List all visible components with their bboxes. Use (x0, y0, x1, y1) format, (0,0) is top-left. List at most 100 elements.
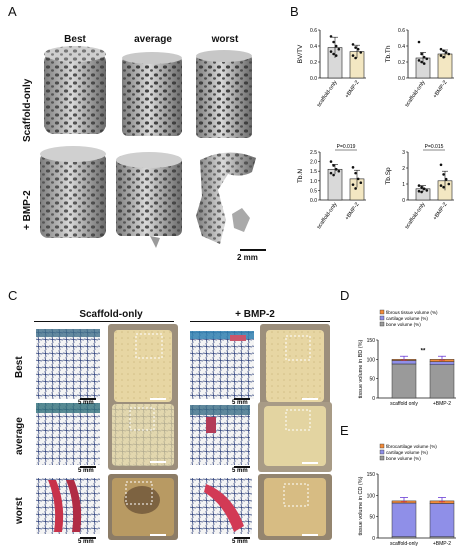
data-point-tbth-0 (422, 55, 426, 59)
y-tick-label-D: 50 (369, 377, 375, 383)
data-point-bvtv-0 (334, 44, 338, 48)
legend-label-E: cartilage volume (%) (386, 450, 428, 455)
y-tick-label-tbn: 2.5 (310, 150, 317, 156)
data-point-tbsp-0 (420, 185, 423, 189)
y-tick-label-tbn: 0.0 (310, 198, 317, 204)
legend-swatch-D (379, 315, 385, 321)
bar-segment-E-1 (429, 503, 455, 537)
col-header-average: average (134, 34, 172, 45)
histology-images (36, 324, 332, 540)
y-tick-label-tbth: 0.0 (398, 76, 405, 82)
histo-worst-bmp2 (190, 478, 252, 534)
microct-renderings (40, 46, 256, 248)
y-tick-label-bvtv: 0.6 (310, 28, 317, 34)
col-header-worst: worst (211, 34, 239, 45)
bar-segment-D-0 (391, 360, 417, 365)
data-point-bvtv-1 (356, 47, 360, 51)
scale-label-c-3: 5 mm (78, 468, 94, 474)
y-tick-label-tbsp: 3 (402, 150, 405, 156)
x-tick-label-bvtv-1: +BMP-2 (344, 80, 360, 100)
photo-average-scaffold (108, 402, 178, 470)
data-point-tbn-1 (359, 181, 363, 185)
data-point-bvtv-0 (337, 47, 341, 51)
y-tick-label-tbth: 0.2 (398, 60, 405, 66)
data-point-tbn-0 (337, 169, 341, 173)
data-point-tbn-1 (354, 187, 357, 190)
group-header-bmp2: + BMP-2 (235, 309, 275, 320)
x-tick-label-D-1: +BMP-2 (433, 401, 451, 407)
y-tick-label-E: 100 (367, 493, 376, 499)
group-underline-bmp2 (190, 321, 330, 322)
chart-tbsp: 0 1 2 3 Tb.Sp scaffold-only +BMP-2 P=0.015 (385, 144, 454, 230)
histo-best-bmp2 (190, 331, 254, 399)
scale-bar-c-1 (80, 398, 96, 400)
bar-segment-E-0 (391, 502, 417, 537)
bar-segment-D-0 (391, 363, 417, 399)
data-point-tbth-1 (444, 51, 448, 54)
data-point-tbsp-1 (442, 185, 445, 189)
y-tick-label-D: 150 (367, 338, 376, 344)
y-axis-label-D: tissue volume in BD (%) (358, 339, 364, 398)
y-tick-label-tbsp: 0 (402, 198, 405, 204)
data-point-tbth-1 (439, 54, 443, 57)
data-point-bvtv-1 (359, 51, 363, 54)
data-point-tbn-1 (356, 177, 360, 181)
data-point-bvtv-0 (329, 35, 333, 38)
x-tick-label-tbn-1: +BMP-2 (344, 202, 360, 222)
data-point-tbn-1 (354, 171, 357, 175)
data-point-tbth-1 (439, 47, 443, 51)
data-point-tbn-0 (332, 173, 335, 177)
data-point-tbn-0 (329, 160, 333, 163)
histo-average-bmp2 (190, 405, 250, 465)
scale-bar-c-5 (80, 537, 96, 539)
data-point-bvtv-0 (329, 50, 333, 53)
data-point-tbsp-1 (444, 177, 448, 181)
data-point-tbsp-1 (439, 184, 443, 187)
data-point-bvtv-1 (351, 54, 355, 57)
data-point-bvtv-1 (351, 43, 355, 46)
data-point-tbsp-0 (417, 189, 421, 193)
x-tick-label-E-0: scaffold-only (390, 541, 418, 547)
y-tick-label-tbsp: 1 (402, 182, 405, 188)
panel-label-e: E (340, 423, 349, 438)
data-point-tbn-0 (329, 171, 333, 175)
scale-bar-c-6 (234, 537, 250, 539)
photo-average-bmp2 (258, 402, 332, 472)
render-worst-scaffold (196, 50, 252, 138)
data-point-tbth-0 (422, 62, 426, 65)
data-point-tbsp-0 (417, 184, 421, 187)
y-tick-label-tbn: 0.5 (310, 188, 317, 194)
data-point-tbth-0 (425, 57, 429, 61)
legend-label-D: bone volume (%) (386, 322, 421, 327)
panel-label-a: A (8, 4, 17, 19)
group-underline-scaffold (34, 321, 174, 322)
photo-best-bmp2 (260, 324, 330, 408)
chart-tbth: 0.0 0.2 0.4 0.6 Tb.Th scaffold-only +BMP-2 (385, 28, 454, 108)
photo-best-scaffold (108, 324, 178, 408)
scale-label-c-4: 5 mm (232, 468, 248, 474)
y-tick-label-tbsp: 2 (402, 166, 405, 172)
data-point-bvtv-0 (334, 54, 338, 57)
legend-swatch-D (379, 321, 385, 327)
y-axis-label-bvtv: BV/TV (297, 44, 304, 63)
data-point-tbth-0 (420, 52, 423, 56)
col-header-best: Best (64, 34, 86, 45)
scale-label-c-1: 5 mm (78, 400, 94, 406)
scale-bar-c-2 (234, 398, 250, 400)
legend-swatch-E (379, 443, 385, 449)
y-tick-label-E: 150 (367, 472, 376, 478)
p-value-tbn: P=0.019 (337, 144, 356, 150)
data-point-tbth-0 (420, 60, 423, 64)
x-tick-label-tbth-1: +BMP-2 (432, 80, 448, 100)
y-tick-label-tbn: 2.0 (310, 160, 317, 166)
y-tick-label-tbth: 0.4 (398, 44, 405, 50)
scale-label-c-6: 5 mm (232, 539, 248, 545)
data-point-tbn-0 (334, 167, 338, 171)
data-point-tbsp-0 (420, 190, 423, 194)
y-tick-label-E: 0 (372, 536, 375, 542)
y-axis-label-tbsp: Tb.Sp (385, 167, 392, 185)
